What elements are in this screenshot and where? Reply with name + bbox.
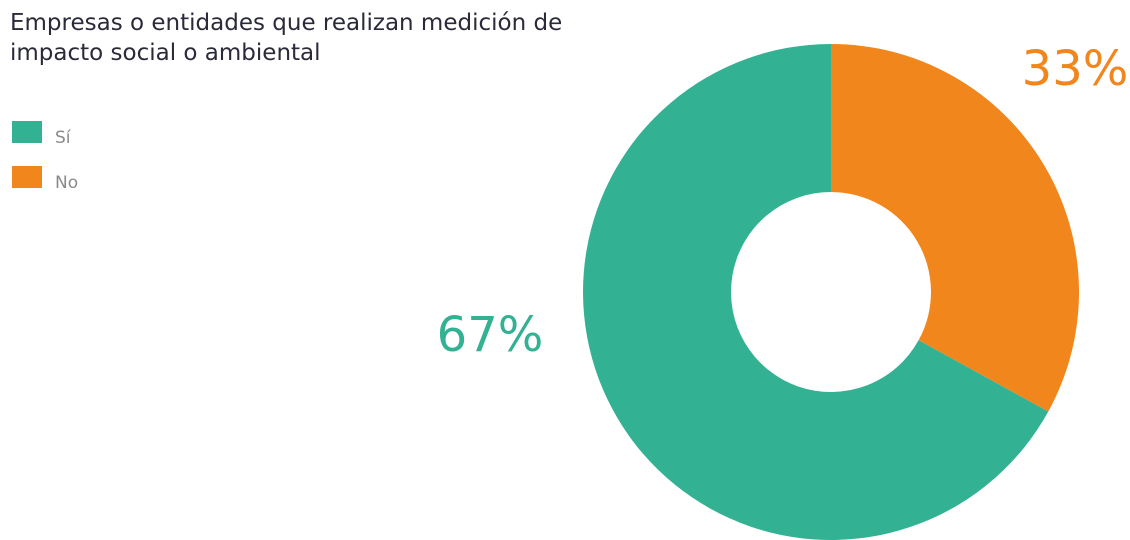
legend-swatch [12,166,42,188]
donut-slice [831,44,1079,412]
chart-title: Empresas o entidades que realizan medici… [10,10,563,66]
data-label: 33% [1022,41,1129,97]
legend-swatch [12,121,42,143]
legend-label: No [55,173,78,193]
legend-label: Sí [55,128,72,148]
donut-slice [583,44,1049,540]
data-label: 67% [437,307,544,363]
